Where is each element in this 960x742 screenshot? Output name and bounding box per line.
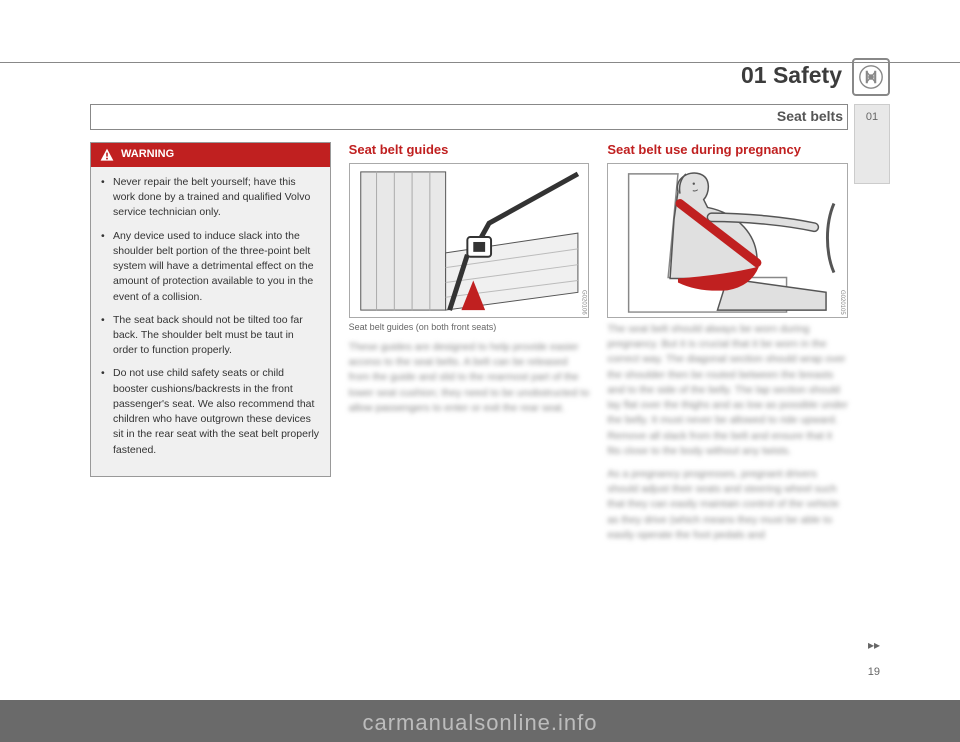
figure-code: G020105	[839, 290, 845, 315]
page-number: 19	[868, 666, 880, 678]
warning-box: WARNING Never repair the belt yourself; …	[90, 142, 331, 477]
col3-body-1: The seat belt should always be worn duri…	[607, 322, 848, 459]
col3-body-2: As a pregnancy progresses, pregnant driv…	[607, 467, 848, 543]
column-1: WARNING Never repair the belt yourself; …	[90, 142, 331, 650]
col3-heading: Seat belt use during pregnancy	[607, 142, 848, 157]
continue-indicator-icon: ▸▸	[868, 638, 880, 652]
warning-item: The seat back should not be tilted too f…	[101, 313, 320, 359]
warning-triangle-icon	[99, 147, 115, 163]
column-3: Seat belt use during pregnancy	[607, 142, 848, 650]
warning-label: WARNING	[121, 147, 174, 163]
warning-item: Do not use child safety seats or child b…	[101, 366, 320, 457]
pregnancy-figure: G020105	[607, 163, 848, 318]
warning-body: Never repair the belt yourself; have thi…	[91, 167, 330, 476]
warning-header: WARNING	[91, 143, 330, 167]
figure-code: G020106	[580, 290, 586, 315]
seat-belt-guide-figure: G020106	[349, 163, 590, 318]
section-name: Seat belts	[777, 108, 843, 124]
warning-item: Any device used to induce slack into the…	[101, 229, 320, 305]
warning-item: Never repair the belt yourself; have thi…	[101, 175, 320, 221]
manual-page: 01 Safety Seat belts 01 WARNING	[0, 0, 960, 700]
col2-body: These guides are designed to help provid…	[349, 340, 590, 416]
chapter-side-tab: 01	[854, 104, 890, 184]
figure-caption: Seat belt guides (on both front seats)	[349, 322, 590, 332]
col2-heading: Seat belt guides	[349, 142, 590, 157]
content-columns: WARNING Never repair the belt yourself; …	[90, 142, 848, 650]
watermark: carmanualsonline.info	[0, 710, 960, 736]
header-rule	[0, 62, 960, 102]
column-2: Seat belt guides	[349, 142, 590, 650]
section-bar: Seat belts	[90, 104, 848, 130]
